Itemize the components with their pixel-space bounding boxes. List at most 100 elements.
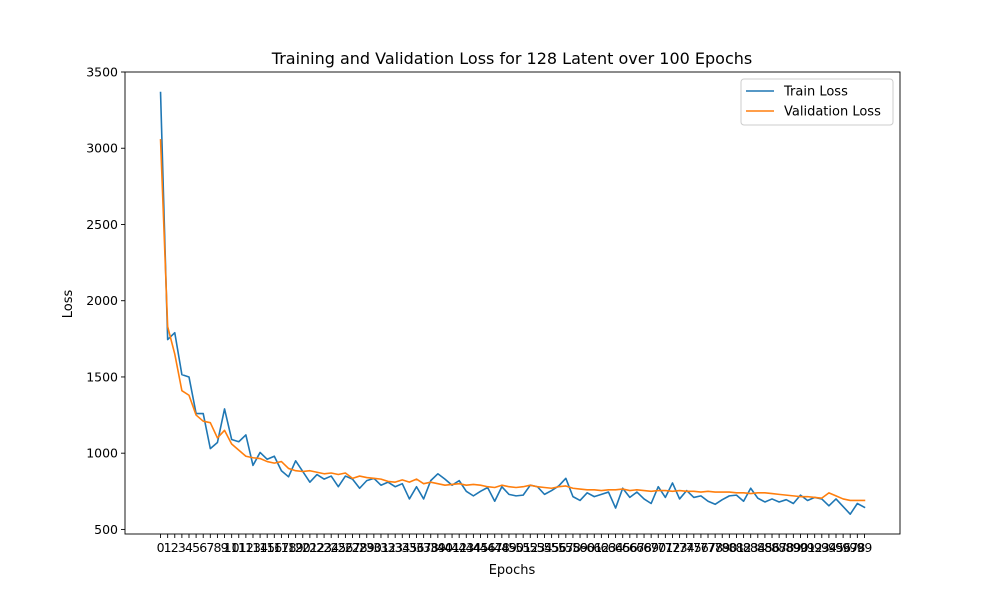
legend-label: Validation Loss [784,105,881,120]
x-tick-label: 19 [288,540,304,555]
y-axis-label: Loss [61,290,76,319]
x-tick-label: 5 [192,540,200,555]
x-tick-label: 89 [785,540,801,555]
x-tick-label: 37 [416,540,432,555]
x-tick-label: 77 [700,540,716,555]
x-tick-label: 21 [302,540,318,555]
x-tick-label: 72 [665,540,681,555]
x-tick-label: 88 [778,540,794,555]
x-tick-label: 71 [657,540,673,555]
x-tick-label: 78 [707,540,723,555]
x-tick-label: 34 [394,540,410,555]
legend-box [740,78,894,126]
y-tick-label: 3500 [86,65,118,80]
x-tick-label: 96 [835,540,851,555]
x-tick-label: 22 [309,540,325,555]
x-tick-label: 24 [323,540,339,555]
x-tick-label: 48 [494,540,510,555]
x-tick-label: 81 [729,540,745,555]
x-tick-label: 84 [750,540,766,555]
x-tick-label: 53 [529,540,545,555]
x-tick-label: 33 [387,540,403,555]
x-tick-label: 43 [458,540,474,555]
x-tick-label: 44 [465,540,481,555]
x-tick-label: 29 [359,540,375,555]
x-tick-label: 35 [401,540,417,555]
x-tick-label: 28 [352,540,368,555]
x-tick-label: 56 [551,540,567,555]
legend: Train Loss Validation Loss [740,78,894,126]
x-tick-label: 6 [199,540,207,555]
x-tick-label: 66 [622,540,638,555]
y-tick-label: 2000 [86,293,118,308]
x-tick-label: 98 [849,540,865,555]
x-tick-label: 61 [586,540,602,555]
x-tick-label: 92 [807,540,823,555]
x-tick-label: 85 [757,540,773,555]
x-tick-label: 16 [266,540,282,555]
x-tick-label: 13 [245,540,261,555]
x-tick-label: 59 [572,540,588,555]
x-tick-label: 38 [423,540,439,555]
x-tick-label: 17 [273,540,289,555]
x-tick-label: 51 [515,540,531,555]
x-tick-label: 68 [636,540,652,555]
x-tick-label: 83 [743,540,759,555]
y-tick-label: 1000 [86,446,118,461]
x-tick-label: 41 [444,540,460,555]
x-tick-label: 20 [295,540,311,555]
x-tick-label: 87 [771,540,787,555]
series-line-train-loss [159,91,866,515]
series-line-validation-loss [159,139,866,502]
x-tick-label: 91 [800,540,816,555]
x-tick-label: 12 [238,540,254,555]
x-tick-label: 75 [686,540,702,555]
x-tick-label: 31 [373,540,389,555]
x-tick-label: 58 [565,540,581,555]
x-tick-label: 25 [330,540,346,555]
y-tick-label: 500 [94,522,118,537]
x-tick-label: 63 [601,540,617,555]
chart-title: Training and Validation Loss for 128 Lat… [271,49,752,68]
x-tick-label: 49 [501,540,517,555]
y-tick-label: 1500 [86,369,118,384]
x-tick-label: 3 [178,540,186,555]
x-tick-label: 14 [252,540,268,555]
x-tick-label: 52 [522,540,538,555]
x-tick-label: 42 [451,540,467,555]
x-tick-label: 26 [337,540,353,555]
x-tick-label: 9 [221,540,229,555]
x-tick-label: 82 [736,540,752,555]
x-tick-label: 86 [764,540,780,555]
x-tick-label: 47 [487,540,503,555]
x-tick-label: 57 [558,540,574,555]
x-tick-label: 99 [856,540,872,555]
x-tick-label: 46 [480,540,496,555]
x-tick-label: 36 [409,540,425,555]
y-tick-label: 2500 [86,217,118,232]
x-tick-label: 10 [224,540,240,555]
x-tick-label: 80 [721,540,737,555]
x-tick-label: 23 [316,540,332,555]
x-tick-label: 94 [821,540,837,555]
x-tick-label: 11 [231,540,247,555]
axes-frame [124,71,901,535]
x-tick-label: 40 [437,540,453,555]
x-tick-label: 27 [345,540,361,555]
x-tick-label: 4 [185,540,193,555]
x-tick-label: 90 [793,540,809,555]
y-tick-label: 3000 [86,141,118,156]
x-tick-label: 45 [473,540,489,555]
x-tick-label: 8 [213,540,221,555]
x-tick-label: 64 [608,540,624,555]
x-tick-label: 1 [164,540,172,555]
x-tick-label: 62 [593,540,609,555]
x-tick-label: 55 [544,540,560,555]
x-tick-label: 74 [679,540,695,555]
x-tick-label: 79 [714,540,730,555]
x-tick-label: 93 [814,540,830,555]
x-tick-label: 15 [259,540,275,555]
x-tick-label: 69 [643,540,659,555]
x-tick-label: 30 [366,540,382,555]
